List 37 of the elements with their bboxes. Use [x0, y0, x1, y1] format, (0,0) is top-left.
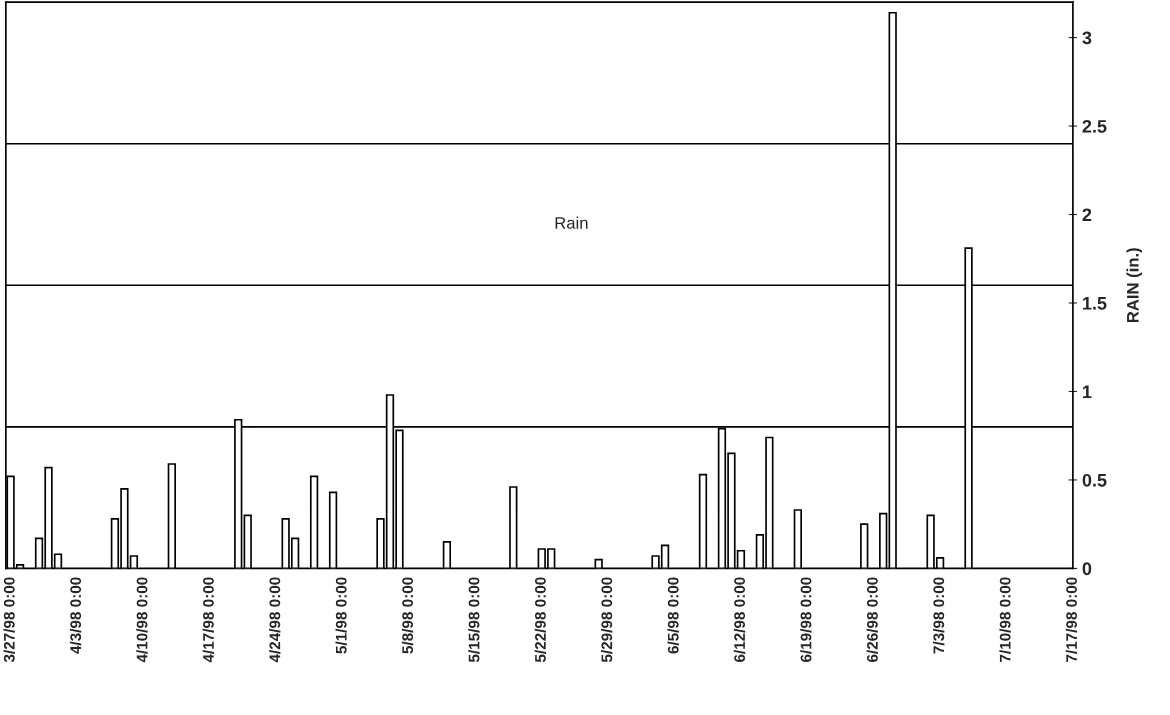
- x-tick-label: 4/17/98 0:00: [202, 577, 215, 663]
- x-tick-label: 3/27/98 0:00: [3, 577, 15, 663]
- x-tick-label: 5/22/98 0:00: [534, 577, 546, 663]
- bar: [594, 558, 603, 569]
- y-tick-label: 0.5: [1082, 473, 1107, 487]
- y-tick-label: 1: [1083, 385, 1092, 398]
- x-tick-label: 5/1/98 0:00: [335, 577, 347, 654]
- x-tick-label: 7/10/98 0:00: [999, 577, 1011, 662]
- bar: [860, 523, 869, 569]
- x-tick-label: 6/19/98 0:00: [800, 577, 812, 662]
- y-tick-label: 2: [1082, 208, 1092, 222]
- bar: [442, 541, 452, 569]
- bar: [793, 509, 802, 569]
- x-tick-label: 5/29/98 0:00: [601, 577, 613, 663]
- y-axis-title: RAIN (in.): [1126, 248, 1142, 323]
- y-tick-label: 0: [1082, 562, 1092, 576]
- x-tick-label: 6/5/98 0:00: [667, 577, 679, 654]
- bar: [167, 463, 176, 569]
- x-tick-label: 6/26/98 0:00: [866, 577, 878, 662]
- x-tick-label: 5/15/98 0:00: [468, 577, 480, 663]
- x-tick-label: 7/17/98 0:00: [1065, 577, 1078, 662]
- y-tick-label: 2.5: [1082, 119, 1107, 133]
- x-tick-label: 7/3/98 0:00: [932, 577, 945, 654]
- y-tick-label: 3: [1082, 31, 1092, 45]
- bar: [328, 491, 338, 569]
- annotation: Rain: [555, 216, 588, 229]
- x-tick-label: 4/10/98 0:00: [136, 577, 148, 663]
- x-tick-label: 5/8/98 0:00: [401, 577, 414, 654]
- x-tick-label: 4/3/98 0:00: [69, 577, 82, 654]
- bar: [309, 475, 319, 569]
- bar: [879, 512, 888, 569]
- y-tick-label: 1.5: [1083, 297, 1107, 310]
- x-tick-label: 4/24/98 0:00: [269, 577, 281, 663]
- bar: [243, 514, 252, 569]
- x-tick-label: 6/12/98 0:00: [733, 577, 746, 662]
- bar: [509, 486, 518, 569]
- bar: [698, 473, 708, 569]
